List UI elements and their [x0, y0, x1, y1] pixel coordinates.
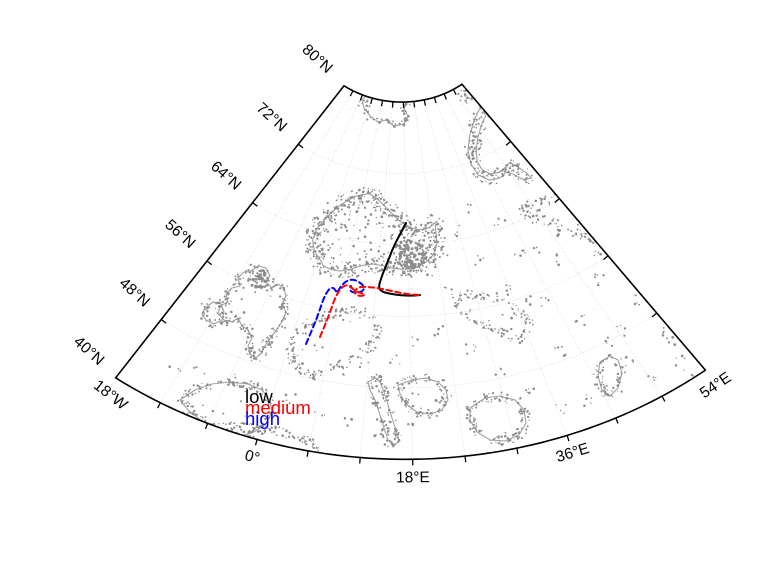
- svg-text:18°E: 18°E: [396, 469, 430, 486]
- svg-text:high: high: [245, 408, 280, 429]
